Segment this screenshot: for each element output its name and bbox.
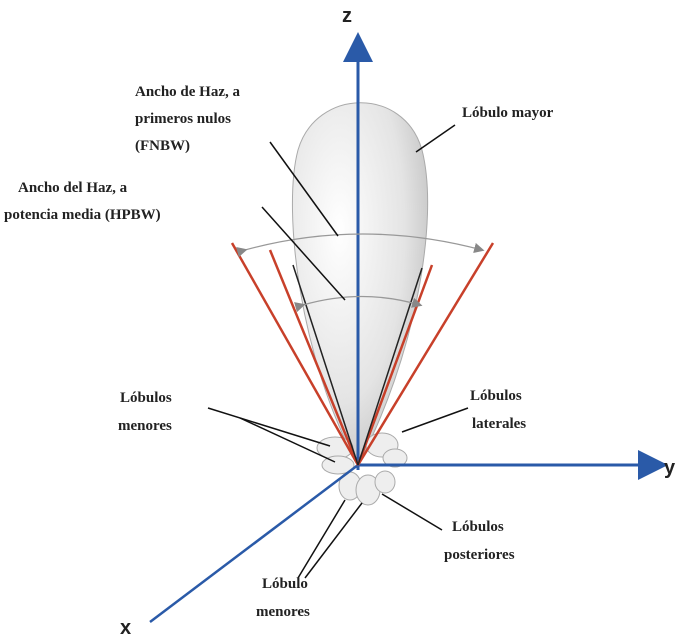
label-line: Lóbulos [452, 519, 504, 535]
label-line: menores [118, 418, 172, 434]
label-line: posteriores [444, 547, 515, 563]
leader-lines [207, 124, 469, 579]
main-lobe [291, 102, 429, 467]
label-line: (FNBW) [135, 138, 190, 154]
label-line: potencia media (HPBW) [4, 207, 161, 223]
x-axis-label: x [120, 617, 131, 638]
z-axis-label: z [342, 5, 352, 27]
label-line: Lóbulos [120, 390, 172, 406]
label-line: Lóbulos [470, 388, 522, 404]
label-line: Ancho del Haz, a [18, 180, 128, 196]
label-line: Lóbulo [262, 576, 308, 592]
label-line: primeros nulos [135, 111, 231, 127]
minor-lobes [316, 432, 408, 506]
label-line: Ancho de Haz, a [135, 84, 241, 100]
label-line: Lóbulo mayor [462, 105, 554, 121]
label-line: menores [256, 604, 310, 620]
y-axis-label: y [664, 457, 676, 479]
label-line: laterales [472, 416, 526, 432]
beam-arcs [236, 233, 485, 313]
